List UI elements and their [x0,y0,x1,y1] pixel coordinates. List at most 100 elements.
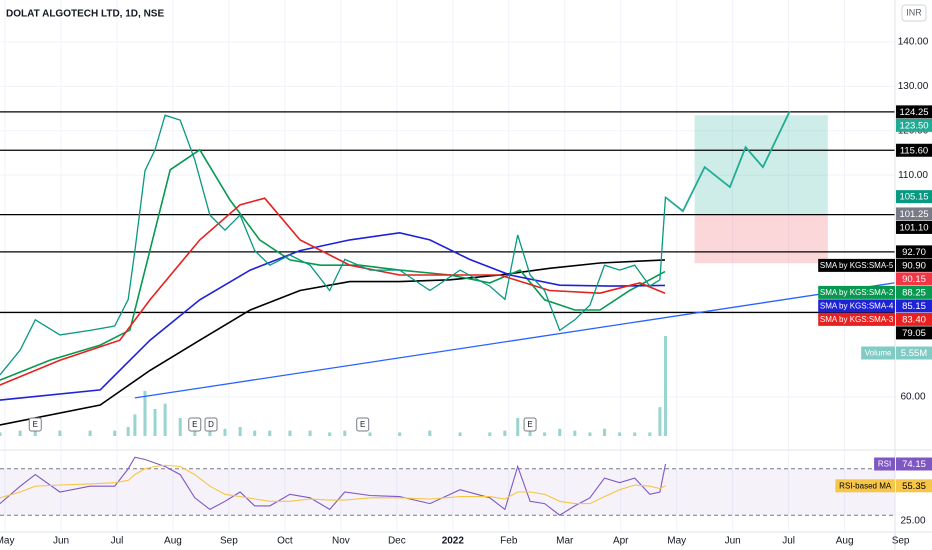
price-label-box [896,207,932,221]
trendline [134,282,895,399]
volume-bar [328,432,332,436]
volume-bar [528,430,532,436]
volume-bar [618,432,622,436]
price-label: 79.05 [902,328,926,339]
x-tick-label: Aug [836,536,854,547]
x-tick-label: Feb [500,536,518,547]
x-tick-label: Jun [53,536,69,547]
price-label-box [896,190,932,204]
price-label: 74.15 [902,459,926,470]
volume-bar [488,432,492,436]
volume-bar [308,430,312,436]
x-tick-label: Aug [164,536,182,547]
volume-bar [633,432,637,436]
volume-bar [428,430,432,436]
currency-box[interactable] [901,4,927,22]
price-label: 92.70 [902,247,926,258]
volume-bar [658,407,662,436]
volume-bar [223,428,227,436]
x-tick-label: Mar [556,536,574,547]
volume-bar [664,336,668,436]
chart-title: DOLAT ALGOTECH LTD, 1D, NSE [6,9,164,20]
event-label: E [360,420,365,429]
x-tick-label: Oct [277,536,293,547]
price-label: 101.10 [899,222,928,233]
sma-line [0,231,666,401]
sma-line [0,148,666,381]
projection-line [664,110,791,213]
price-label-box [896,258,932,272]
price-label-box [896,299,932,313]
x-tick-label: Sep [220,536,238,547]
volume-bar [178,417,182,436]
x-tick-label: Jun [725,536,741,547]
series-name: SMA by KGS:SMA-5 [820,261,894,270]
currency[interactable]: INR [906,7,922,17]
series-name: SMA by KGS:SMA-4 [820,301,894,310]
price-label: 123.50 [899,120,928,131]
event-marker [28,417,42,432]
price-label: 55.35 [902,481,926,492]
volume-bar [343,430,347,436]
price-label: 105.15 [899,192,928,203]
volume-bar [88,430,92,436]
price-label-box [896,272,932,286]
volume-bar [0,432,2,436]
rsi-band [0,468,895,516]
series-name: RSI-based MA [839,481,892,490]
price-label-box [896,105,932,119]
series-name-box [874,457,895,471]
rsi-line [0,464,666,505]
x-tick-label: Jul [782,536,795,547]
price-label-box [896,457,932,471]
volume-bar [543,432,547,436]
rsi-tick-label: 25.00 [900,516,925,527]
price-label: 90.90 [902,260,926,271]
x-tick-label: 2022 [442,536,465,547]
event-label: E [33,420,38,429]
price-label: 90.15 [902,274,926,285]
event-marker [204,417,218,432]
volume-bar [153,408,157,436]
y-tick-label: 60.00 [900,392,925,403]
event-marker [523,417,537,432]
price-label-box [896,118,932,132]
series-name-box [861,346,895,360]
series-name: SMA by KGS:SMA-3 [820,315,894,324]
price-label: 5.55M [901,348,927,359]
price-label-box [896,285,932,299]
volume-bar [163,403,167,436]
event-marker [356,417,370,432]
series-name-box [818,312,895,326]
price-label-box [896,220,932,234]
x-tick-label: Dec [388,536,406,547]
event-label: E [192,420,197,429]
price-label-box [896,312,932,326]
axis-labels: May Jun Jul Aug Sep Oct Nov Dec 2022 Feb Mar Apr May… [0,37,932,547]
sma-line [0,259,666,426]
volume-bar [58,430,62,436]
volume-bar [503,430,507,436]
price-label-box [896,346,932,360]
sma-line [0,197,666,386]
volume-bar [288,430,292,436]
series-name-box [818,299,895,313]
volume-bar [18,430,22,436]
volume-bar [558,428,562,436]
series-name: RSI [878,460,891,469]
volume-bar [133,414,137,436]
stop-zone [694,213,828,264]
x-tick-label: Jul [111,536,124,547]
volume-bar [516,417,520,436]
x-tick-label: Sep [892,536,910,547]
price-label-box [896,326,932,340]
volume-bar [603,428,607,436]
series-name-box [818,285,895,299]
volume-bar [398,432,402,436]
price-label: 83.40 [902,314,926,325]
volume-bar [458,432,462,436]
y-tick-label: 110.00 [898,170,928,181]
series-name: Volume [865,349,892,358]
